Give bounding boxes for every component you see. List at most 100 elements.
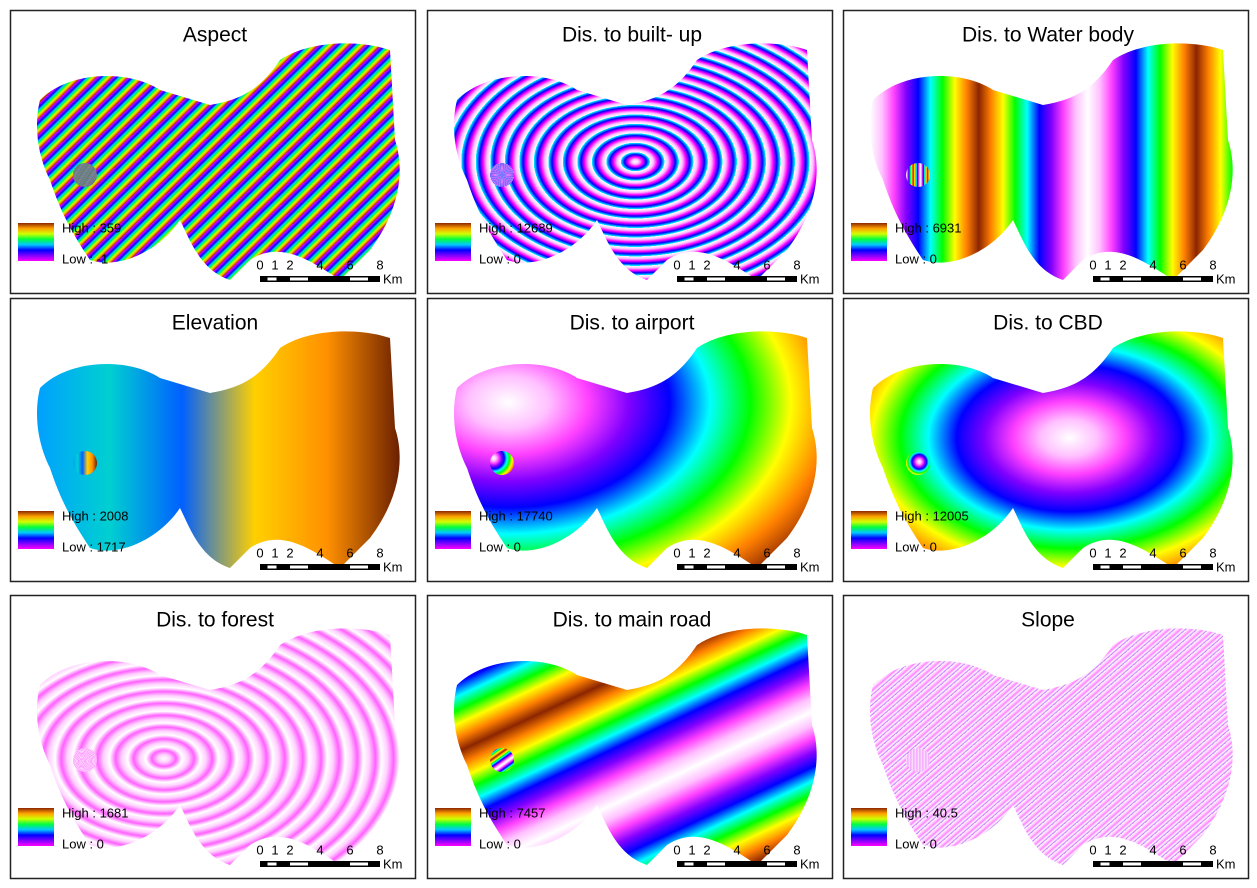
scale-unit: Km: [1216, 559, 1236, 574]
scale-label: 8: [376, 545, 383, 560]
map-panel: AspectHigh : 359Low : -1012468Km: [11, 11, 416, 294]
scale-label: 0: [256, 545, 263, 560]
scale-label: 8: [376, 842, 383, 857]
scale-label: 8: [1209, 257, 1216, 272]
legend-swatch: [851, 223, 887, 261]
scale-label: 0: [256, 257, 263, 272]
scale-bar-segment: [350, 278, 368, 281]
legend-high: High : 17740: [479, 508, 553, 523]
scale-bar-segment: [707, 566, 725, 569]
legend-high: High : 359: [62, 220, 121, 235]
scale-unit: Km: [1216, 856, 1236, 871]
scale-label: 1: [688, 545, 695, 560]
scale-bar-segment: [1101, 278, 1110, 281]
map-island: [73, 451, 97, 475]
scale-bar-segment: [685, 863, 694, 866]
legend-low: Low : 1717: [62, 539, 126, 554]
scale-bar-segment: [268, 566, 277, 569]
scale-label: 8: [376, 257, 383, 272]
scale-bar-segment: [1123, 566, 1141, 569]
map-island: [906, 451, 930, 475]
legend-low: Low : -1: [62, 251, 108, 266]
legend-low: Low : 0: [895, 539, 937, 554]
scale-label: 0: [673, 545, 680, 560]
scale-label: 8: [793, 545, 800, 560]
map-island: [73, 163, 97, 187]
scale-bar-segment: [290, 278, 308, 281]
scale-label: 6: [763, 545, 770, 560]
scale-unit: Km: [800, 271, 820, 286]
scale-label: 6: [346, 842, 353, 857]
scale-bar-segment: [685, 278, 694, 281]
scale-label: 4: [1149, 545, 1156, 560]
legend-swatch: [851, 808, 887, 846]
scale-label: 6: [1179, 545, 1186, 560]
scale-bar-segment: [767, 278, 785, 281]
scale-label: 2: [286, 545, 293, 560]
map-island: [490, 163, 514, 187]
scale-label: 6: [763, 842, 770, 857]
scale-label: 2: [286, 842, 293, 857]
scale-bar-segment: [685, 566, 694, 569]
scale-label: 4: [316, 842, 323, 857]
panel-title: Dis. to CBD: [993, 312, 1103, 335]
legend-swatch: [435, 808, 471, 846]
legend-swatch: [435, 511, 471, 549]
scale-label: 6: [346, 257, 353, 272]
scale-label: 6: [1179, 257, 1186, 272]
scale-label: 0: [1089, 545, 1096, 560]
legend-low: Low : 0: [479, 539, 521, 554]
scale-unit: Km: [800, 856, 820, 871]
scale-bar-segment: [290, 863, 308, 866]
scale-label: 4: [1149, 257, 1156, 272]
map-panel: Dis. to airportHigh : 17740Low : 0012468…: [428, 299, 833, 582]
map-panel: Dis. to CBDHigh : 12005Low : 0012468Km: [844, 299, 1249, 582]
scale-unit: Km: [383, 271, 403, 286]
scale-unit: Km: [383, 559, 403, 574]
scale-label: 2: [1119, 545, 1126, 560]
scale-label: 4: [733, 842, 740, 857]
scale-label: 2: [286, 257, 293, 272]
scale-label: 0: [1089, 257, 1096, 272]
scale-label: 2: [703, 842, 710, 857]
legend-high: High : 7457: [479, 805, 546, 820]
scale-bar-segment: [1183, 278, 1201, 281]
scale-bar-segment: [707, 278, 725, 281]
legend-swatch: [18, 511, 54, 549]
scale-bar-segment: [350, 566, 368, 569]
legend-high: High : 2008: [62, 508, 129, 523]
scale-bar-segment: [707, 863, 725, 866]
map-island: [906, 748, 930, 772]
scale-bar-segment: [1101, 863, 1110, 866]
legend-swatch: [435, 223, 471, 261]
panel-title: Aspect: [183, 24, 247, 47]
map-island: [490, 748, 514, 772]
scale-label: 0: [673, 842, 680, 857]
scale-label: 6: [1179, 842, 1186, 857]
scale-label: 0: [1089, 842, 1096, 857]
scale-label: 8: [793, 257, 800, 272]
legend-low: Low : 0: [895, 836, 937, 851]
scale-label: 8: [1209, 545, 1216, 560]
scale-label: 2: [703, 257, 710, 272]
scale-label: 2: [1119, 257, 1126, 272]
map-island: [490, 451, 514, 475]
map-panel: Dis. to forestHigh : 1681Low : 0012468Km: [11, 596, 416, 879]
panel-title: Slope: [1021, 609, 1075, 632]
scale-label: 8: [793, 842, 800, 857]
scale-unit: Km: [1216, 271, 1236, 286]
panel-title: Dis. to forest: [156, 609, 274, 632]
scale-label: 6: [346, 545, 353, 560]
panel-title: Dis. to built- up: [562, 24, 702, 47]
scale-bar-segment: [1183, 566, 1201, 569]
legend-swatch: [18, 808, 54, 846]
scale-bar-segment: [1101, 566, 1110, 569]
scale-bar-segment: [350, 863, 368, 866]
scale-label: 2: [703, 545, 710, 560]
scale-label: 1: [688, 842, 695, 857]
panel-title: Dis. to main road: [553, 609, 712, 632]
scale-label: 1: [1104, 257, 1111, 272]
scale-label: 4: [733, 257, 740, 272]
